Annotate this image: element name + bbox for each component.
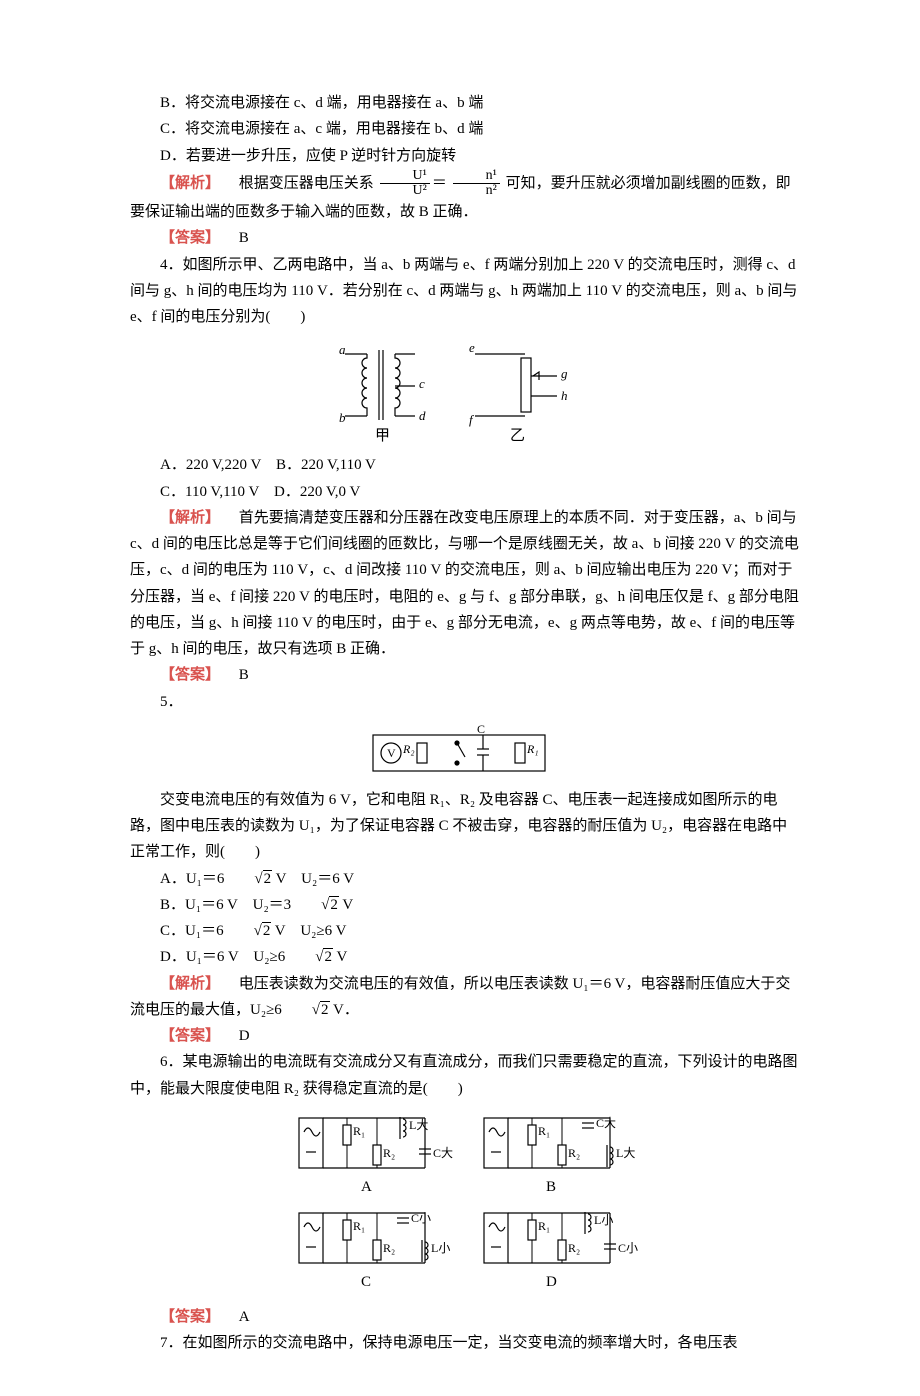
svg-text:C小: C小 [411,1211,431,1225]
svg-text:C: C [361,1274,371,1290]
q4-answer-text: B [224,667,249,683]
q5-figure-svg: V R₂ C R₁ [365,721,565,781]
svg-text:A: A [361,1179,372,1195]
svg-text:h: h [561,388,568,403]
svg-text:B: B [546,1179,556,1195]
q5-optC: C．U₁＝62 V U₂≥6 V [130,918,800,944]
q4-optCD: C．110 V,110 V D．220 V,0 V [130,479,800,505]
svg-text:甲: 甲 [375,428,390,444]
svg-text:C大: C大 [433,1146,453,1160]
svg-text:b: b [339,410,346,425]
svg-text:D: D [546,1274,557,1290]
svg-text:L大: L大 [409,1118,428,1132]
q3-frac2-num: n¹ [453,169,500,185]
svg-text:a: a [339,342,346,357]
q3-analysis-pre: 根据变压器电压关系 [224,175,374,191]
svg-text:R₁: R₁ [526,742,539,756]
svg-text:d: d [419,408,426,423]
svg-text:R₂: R₂ [568,1241,580,1255]
q3-analysis: 【解析】 根据变压器电压关系 U¹ U² ＝ n¹ n² 可知，要升压就必须增加… [130,169,800,226]
svg-text:L大: L大 [616,1146,635,1160]
svg-text:V: V [387,746,396,760]
svg-text:R₂: R₂ [383,1241,395,1255]
q5-optD: D．U₁＝6 V U₂≥62 V [130,944,800,970]
q6-answer: 【答案】 A [130,1304,800,1330]
svg-text:L小: L小 [594,1213,613,1227]
q3-frac1-den: U² [380,184,430,199]
svg-text:R₁: R₁ [353,1124,365,1138]
svg-text:c: c [419,376,425,391]
q5-analysis-post: V． [330,1002,359,1018]
svg-text:乙: 乙 [510,428,525,444]
svg-text:R₂: R₂ [383,1146,395,1160]
q4-analysis: 【解析】 首先要搞清楚变压器和分压器在改变电压原理上的本质不同．对于变压器，a、… [130,505,800,663]
svg-text:e: e [469,340,475,355]
q6-answer-text: A [224,1309,250,1325]
svg-text:R₂: R₂ [568,1146,580,1160]
svg-text:R₁: R₁ [538,1124,550,1138]
q3-optD: D．若要进一步升压，应使 P 逆时针方向旋转 [130,143,800,169]
q5-analysis: 【解析】 电压表读数为交流电压的有效值，所以电压表读数 U₁＝6 V，电容器耐压… [130,971,800,1024]
q6-figure: R₁ R₂ L大 C大 A R₁ R₂ C大 L大 B R₁ [130,1108,800,1298]
q5-analysis-label: 【解析】 [160,976,220,992]
q3-optC: C．将交流电源接在 a、c 端，用电器接在 b、d 端 [130,116,800,142]
q4-stem: 4．如图所示甲、乙两电路中，当 a、b 两端与 e、f 两端分别加上 220 V… [130,252,800,331]
q5-num: 5． [130,689,800,715]
q4-figure-svg: a b c d 甲 e f g h 乙 [335,336,595,446]
q4-analysis-text: 首先要搞清楚变压器和分压器在改变电压原理上的本质不同．对于变压器，a、b 间与 … [130,510,799,657]
svg-text:C大: C大 [596,1116,616,1130]
q4-answer-label: 【答案】 [160,667,220,683]
svg-text:g: g [561,366,568,381]
svg-text:C小: C小 [618,1241,638,1255]
q4-analysis-label: 【解析】 [160,510,220,526]
q3-optB: B．将交流电源接在 c、d 端，用电器接在 a、b 端 [130,90,800,116]
q4-answer: 【答案】 B [130,662,800,688]
q5-answer-text: D [224,1028,250,1044]
q3-frac1-num: U¹ [380,169,430,185]
q3-frac1: U¹ U² [380,169,430,199]
q6-answer-label: 【答案】 [160,1309,220,1325]
svg-text:f: f [469,412,475,427]
q5-optB: B．U₁＝6 V U₂＝32 V [130,892,800,918]
svg-text:R₂: R₂ [402,742,415,756]
q3-answer-text: B [224,230,249,246]
svg-text:L小: L小 [431,1241,450,1255]
q6-figure-svg: R₁ R₂ L大 C大 A R₁ R₂ C大 L大 B R₁ [280,1108,650,1298]
q4-figure: a b c d 甲 e f g h 乙 [130,336,800,446]
q5-analysis-pre: 电压表读数为交流电压的有效值，所以电压表读数 U₁＝6 V，电容器耐压值应大于交… [130,976,790,1018]
q5-figure: V R₂ C R₁ [130,721,800,781]
q7-stem: 7．在如图所示的交流电路中，保持电源电压一定，当交变电流的频率增大时，各电压表 [130,1330,800,1356]
q5-answer-label: 【答案】 [160,1028,220,1044]
q3-answer: 【答案】 B [130,225,800,251]
q3-frac2: n¹ n² [453,169,500,199]
q3-answer-label: 【答案】 [160,230,220,246]
svg-text:C: C [477,722,485,736]
svg-text:R₁: R₁ [538,1219,550,1233]
q6-stem: 6．某电源输出的电流既有交流成分又有直流成分，而我们只需要稳定的直流，下列设计的… [130,1049,800,1102]
q4-optAB: A．220 V,220 V B．220 V,110 V [130,452,800,478]
q5-answer: 【答案】 D [130,1023,800,1049]
q5-stem: 交变电流电压的有效值为 6 V，它和电阻 R₁、R₂ 及电容器 C、电压表一起连… [130,787,800,866]
q3-analysis-label: 【解析】 [160,175,220,191]
q3-frac2-den: n² [453,184,500,199]
q5-optA: A．U₁＝62 V U₂＝6 V [130,866,800,892]
svg-text:R₁: R₁ [353,1219,365,1233]
